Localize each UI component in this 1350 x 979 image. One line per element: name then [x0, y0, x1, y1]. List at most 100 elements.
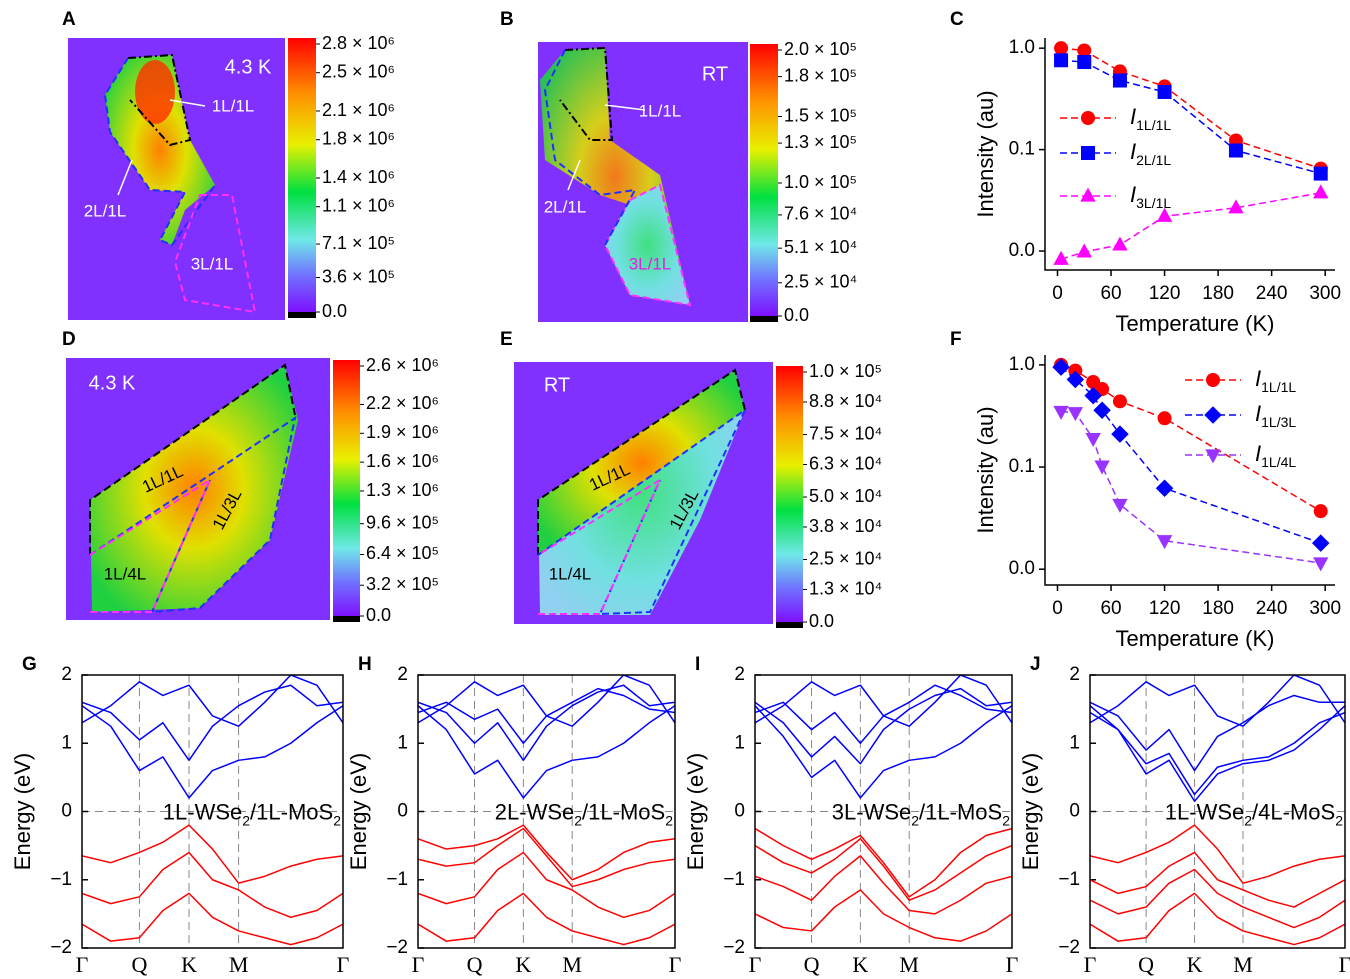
panel-letter: E: [500, 329, 513, 350]
colorbar-tick-label: 1.8 × 10⁵: [784, 65, 857, 85]
outline: [103, 57, 216, 247]
annotation: 1L/4L: [104, 564, 147, 583]
colorbar-tick-label: 2.8 × 10⁶: [322, 33, 395, 53]
x-tick-label: 60: [1100, 598, 1121, 619]
outline: [537, 368, 746, 555]
data-point: [1054, 41, 1069, 56]
band-line: [82, 675, 343, 727]
band-line: [82, 684, 343, 762]
colorbar-tick-label: 1.6 × 10⁶: [366, 451, 439, 471]
series-line: [1060, 192, 1321, 260]
y-tick-label: 1: [734, 732, 745, 753]
colorbar-tick-label: 1.9 × 10⁶: [366, 422, 439, 442]
legend-label: I1L/1L: [1255, 366, 1296, 395]
colorbar-tick-label: 0.0: [809, 611, 834, 631]
hot-spot: [135, 60, 175, 124]
data-point: [1228, 199, 1244, 214]
y-tick-label: −1: [723, 869, 745, 890]
panel-letter: H: [358, 654, 372, 675]
colorbar-floor: [750, 316, 778, 322]
outline: [173, 194, 257, 314]
x-tick-label: 120: [1149, 283, 1181, 304]
plot-frame: [81, 674, 344, 949]
flake: [605, 185, 690, 305]
annotation: 1L-WSe2/4L-MoS2: [1165, 799, 1343, 828]
arrow: [604, 104, 646, 111]
y-tick-label: 0: [61, 801, 72, 822]
band-line: [755, 889, 1012, 942]
data-point: [1112, 236, 1128, 251]
legend-label: I2L/1L: [1130, 139, 1171, 168]
x-tick-label: 60: [1100, 283, 1121, 304]
data-point: [1094, 460, 1110, 475]
band-line: [755, 687, 1012, 765]
y-axis-title: Intensity (au): [973, 90, 998, 217]
data-point: [1052, 358, 1070, 376]
x-tick-label: Γ: [1339, 952, 1350, 977]
colorbar-tick-label: 1.0 × 10⁵: [809, 361, 882, 381]
x-tick-label: Γ: [1006, 952, 1019, 977]
colorbar-tick-label: 2.5 × 10⁴: [784, 272, 857, 292]
x-tick-label: M: [562, 952, 582, 977]
colorbar: [776, 366, 803, 628]
y-tick-label: 0: [397, 801, 408, 822]
panel-letter: C: [950, 9, 964, 30]
y-tick-label: −2: [50, 937, 72, 958]
y-tick-label: −2: [723, 937, 745, 958]
annotation: 1L/1L: [639, 101, 682, 120]
band-line: [1090, 675, 1345, 727]
colorbar-tick-label: 1.3 × 10⁴: [809, 578, 882, 598]
annotation: 3L/1L: [629, 254, 672, 273]
y-tick-label: 1: [61, 732, 72, 753]
y-tick-label: 0.0: [1009, 558, 1035, 579]
band-line: [1090, 705, 1345, 803]
y-axis-title: Intensity (au): [973, 406, 998, 533]
y-tick-label: 1.0: [1009, 37, 1035, 58]
band-line: [755, 827, 1012, 898]
x-tick-label: Q: [1138, 952, 1154, 977]
band-line: [82, 851, 343, 919]
band-line: [1090, 868, 1345, 929]
data-point: [1111, 425, 1129, 443]
flake: [90, 365, 298, 612]
axis: [1044, 38, 1335, 271]
colorbar: [333, 360, 360, 622]
y-tick-label: 2: [734, 664, 745, 685]
band-line: [418, 851, 675, 919]
data-point: [1076, 243, 1092, 258]
data-point: [1228, 143, 1243, 158]
x-tick-label: K: [181, 952, 197, 977]
annotation: 4.3 K: [89, 372, 136, 394]
arrow: [567, 159, 581, 191]
legend-label: I1L/1L: [1130, 104, 1171, 133]
band-line: [82, 824, 343, 884]
x-tick-label: 240: [1256, 283, 1288, 304]
x-tick-label: Γ: [749, 952, 762, 977]
data-point: [1313, 557, 1329, 572]
outline: [89, 415, 297, 614]
data-point: [1155, 479, 1174, 497]
colorbar-tick-label: 2.2 × 10⁶: [366, 393, 439, 413]
outline: [543, 49, 637, 246]
panel-letter: I: [695, 654, 700, 675]
colorbar-tick-label: 9.6 × 10⁵: [366, 512, 439, 532]
legend-marker: [1080, 187, 1096, 202]
colorbar-tick-label: 5.1 × 10⁴: [784, 237, 857, 257]
band-line: [418, 705, 675, 799]
colorbar-tick-label: 3.2 × 10⁵: [366, 574, 439, 594]
x-tick-label: Q: [804, 952, 820, 977]
data-point: [1068, 363, 1083, 378]
colorbar-tick-label: 2.5 × 10⁴: [809, 548, 882, 568]
colorbar-tick-label: 2.0 × 10⁵: [784, 39, 857, 59]
y-tick-label: 0.1: [1009, 139, 1035, 160]
annotation: 3L-WSe2/1L-MoS2: [832, 799, 1010, 828]
y-tick-label: 2: [1069, 664, 1080, 685]
colorbar-tick-label: 3.6 × 10⁵: [322, 266, 395, 286]
y-tick-label: −1: [50, 869, 72, 890]
data-point: [1093, 401, 1111, 419]
x-tick-label: M: [229, 952, 249, 977]
y-axis-title: Energy (eV): [346, 753, 371, 870]
y-tick-label: 0.1: [1009, 456, 1035, 477]
colorbar-tick-label: 2.5 × 10⁶: [322, 61, 395, 81]
